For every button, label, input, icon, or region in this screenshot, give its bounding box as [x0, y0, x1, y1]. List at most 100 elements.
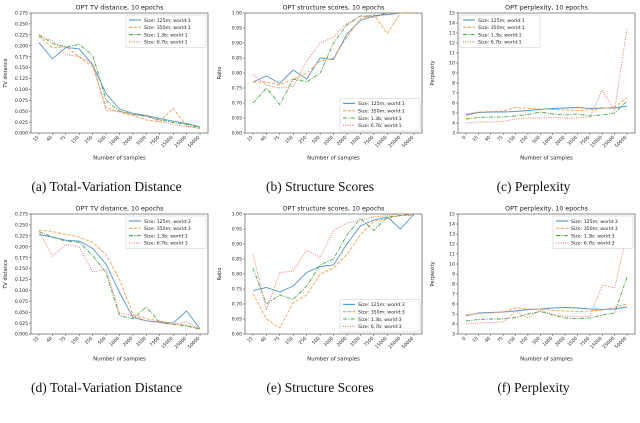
svg-text:25000: 25000: [601, 336, 616, 351]
svg-text:15000: 15000: [160, 135, 175, 150]
svg-text:0.275: 0.275: [15, 212, 28, 218]
svg-text:40: 40: [259, 336, 267, 344]
svg-text:1000: 1000: [108, 336, 121, 349]
svg-text:OPT structure scores, 10 epoch: OPT structure scores, 10 epochs: [282, 206, 384, 213]
svg-text:1.00: 1.00: [231, 212, 241, 218]
svg-text:0.80: 0.80: [231, 272, 241, 278]
subplot-a-caption: (a) Total-Variation Distance: [31, 179, 182, 194]
svg-text:3: 3: [452, 332, 455, 338]
svg-text:0.275: 0.275: [15, 11, 28, 17]
svg-text:25000: 25000: [387, 135, 402, 150]
svg-text:0.60: 0.60: [231, 131, 241, 137]
svg-text:50000: 50000: [400, 135, 415, 150]
chart-structure-scores-world1: OPT structure scores, 10 epochs 0.60 0.65 0…: [217, 5, 422, 162]
svg-text:250: 250: [84, 135, 94, 145]
svg-text:0.175: 0.175: [15, 255, 28, 261]
svg-text:0.80: 0.80: [231, 71, 241, 77]
svg-text:40: 40: [45, 336, 53, 344]
svg-text:0.60: 0.60: [231, 332, 241, 338]
svg-text:15: 15: [449, 11, 455, 17]
svg-text:Size: 125m; world:3: Size: 125m; world:3: [144, 219, 191, 225]
svg-text:OPT perplexity, 10 epochs: OPT perplexity, 10 epochs: [505, 206, 588, 213]
svg-text:Size: 125m; world:1: Size: 125m; world:1: [478, 18, 525, 24]
subplot-e-caption: (e) Structure Scores: [266, 380, 374, 395]
svg-text:150: 150: [506, 336, 516, 346]
svg-text:15000: 15000: [589, 336, 604, 351]
svg-text:75: 75: [59, 135, 67, 143]
svg-text:0.100: 0.100: [15, 87, 28, 93]
svg-text:12: 12: [449, 242, 455, 248]
svg-text:0.025: 0.025: [15, 120, 28, 126]
svg-text:3500: 3500: [135, 336, 148, 349]
subplot-b: OPT structure scores, 10 epochs 0.60 0.65 0…: [213, 2, 427, 195]
svg-text:500: 500: [531, 336, 541, 346]
svg-text:Size: 350m; world:1: Size: 350m; world:1: [478, 25, 525, 31]
svg-text:75: 75: [496, 336, 504, 344]
svg-text:0: 0: [461, 336, 467, 342]
svg-text:50000: 50000: [400, 336, 415, 351]
svg-text:8: 8: [452, 81, 455, 87]
svg-text:50000: 50000: [614, 336, 629, 351]
svg-text:0: 0: [461, 135, 467, 141]
svg-text:Size: 350m; world:3: Size: 350m; world:3: [358, 310, 405, 316]
svg-text:Size: 6.7b; world:3: Size: 6.7b; world:3: [144, 241, 188, 247]
svg-text:OPT perplexity, 10 epochs: OPT perplexity, 10 epochs: [505, 5, 588, 12]
svg-text:Size: 350m; world:3: Size: 350m; world:3: [144, 226, 191, 232]
svg-text:Size: 125m; world:1: Size: 125m; world:1: [358, 101, 405, 107]
chart-tv-distance-world3: OPT TV distance, 10 epochs 0.000 0.025 0.05…: [3, 206, 209, 363]
svg-text:25000: 25000: [173, 336, 188, 351]
svg-text:15000: 15000: [374, 135, 389, 150]
svg-text:2000: 2000: [122, 336, 135, 349]
chart-tv-distance-world1: OPT TV distance, 10 epochs 0.000 0.025 0.05…: [3, 5, 209, 162]
svg-text:7500: 7500: [149, 135, 162, 148]
svg-text:15: 15: [471, 135, 479, 143]
svg-text:0.90: 0.90: [231, 242, 241, 248]
svg-text:0.175: 0.175: [15, 54, 28, 60]
svg-text:1000: 1000: [108, 135, 121, 148]
svg-text:500: 500: [97, 336, 107, 346]
svg-text:0.150: 0.150: [15, 266, 28, 272]
svg-text:75: 75: [272, 336, 280, 344]
svg-text:TV distance: TV distance: [3, 58, 9, 88]
svg-text:0.95: 0.95: [231, 26, 241, 32]
svg-text:250: 250: [519, 135, 529, 145]
svg-text:0.75: 0.75: [231, 287, 241, 293]
svg-text:Perplexity: Perplexity: [430, 262, 436, 287]
svg-text:5: 5: [452, 111, 455, 117]
svg-text:Size: 1.3b; world:1: Size: 1.3b; world:1: [358, 116, 402, 122]
svg-text:1.00: 1.00: [231, 11, 241, 17]
svg-text:11: 11: [449, 51, 455, 57]
svg-text:Size: 6.7b; world:3: Size: 6.7b; world:3: [358, 324, 402, 330]
svg-text:250: 250: [84, 336, 94, 346]
svg-text:2000: 2000: [335, 336, 348, 349]
svg-text:500: 500: [311, 135, 321, 145]
svg-text:0.85: 0.85: [231, 56, 241, 62]
svg-text:OPT structure scores, 10 epoch: OPT structure scores, 10 epochs: [282, 5, 384, 12]
svg-text:Size: 1.3b; world:1: Size: 1.3b; world:1: [478, 32, 522, 38]
svg-text:0.90: 0.90: [231, 41, 241, 47]
svg-text:Size: 350m; world:1: Size: 350m; world:1: [144, 25, 191, 31]
svg-text:0.200: 0.200: [15, 244, 28, 250]
svg-text:7500: 7500: [149, 336, 162, 349]
svg-text:0.000: 0.000: [15, 332, 28, 338]
svg-text:0.85: 0.85: [231, 257, 241, 263]
svg-text:15: 15: [32, 135, 40, 143]
svg-text:0.250: 0.250: [15, 223, 28, 229]
svg-text:2000: 2000: [122, 135, 135, 148]
svg-text:15: 15: [246, 135, 254, 143]
svg-text:250: 250: [519, 336, 529, 346]
svg-text:0.125: 0.125: [15, 277, 28, 283]
svg-text:15: 15: [471, 336, 479, 344]
svg-text:15: 15: [246, 336, 254, 344]
svg-text:6: 6: [452, 302, 455, 308]
svg-text:Size: 125m; world:3: Size: 125m; world:3: [358, 302, 405, 308]
svg-text:7: 7: [452, 292, 455, 298]
svg-text:150: 150: [284, 336, 294, 346]
svg-text:TV distance: TV distance: [3, 259, 9, 289]
svg-text:1000: 1000: [322, 135, 335, 148]
chart-structure-scores-world3: OPT structure scores, 10 epochs 0.60 0.65 0…: [217, 206, 422, 363]
svg-text:15: 15: [32, 336, 40, 344]
subplot-b-caption: (b) Structure Scores: [266, 179, 374, 194]
svg-text:3500: 3500: [349, 336, 362, 349]
svg-text:25000: 25000: [387, 336, 402, 351]
